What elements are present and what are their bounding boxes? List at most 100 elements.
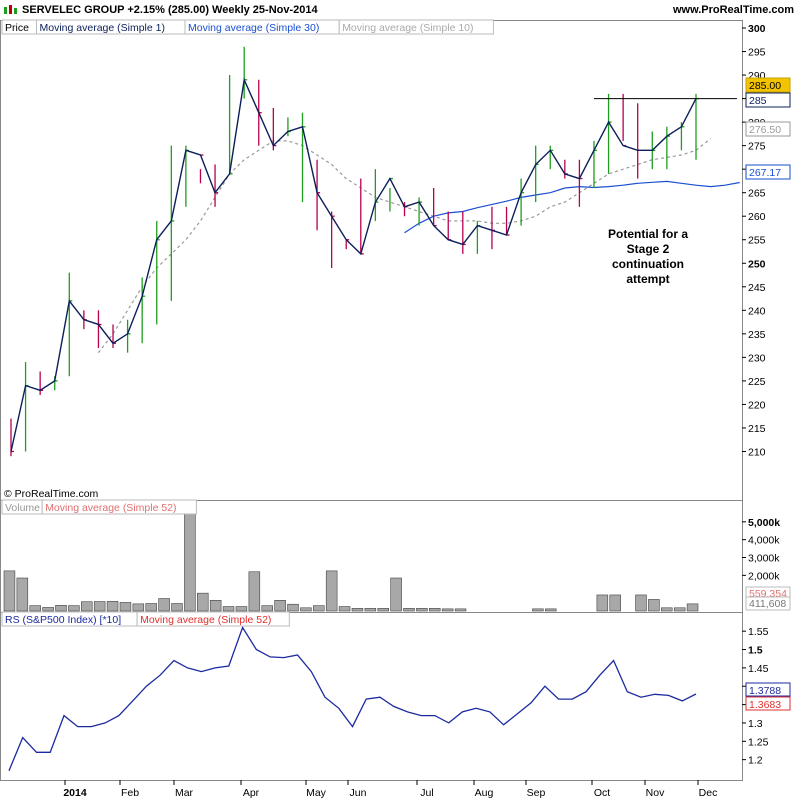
price-tick-label: 245 [748, 282, 766, 294]
ma1-close-line [10, 77, 697, 452]
x-tick-label: Dec [699, 787, 718, 799]
rs-line [8, 626, 697, 771]
price-tick-label: 215 [748, 423, 766, 435]
price-tag: 276.50 [749, 124, 781, 136]
volume-bar [648, 599, 660, 612]
price-tick-label: 210 [748, 446, 766, 458]
price-tick-label: 240 [748, 305, 766, 317]
volume-bar [106, 601, 119, 612]
volume-bar [3, 570, 16, 612]
volume-bar [158, 598, 170, 612]
rs-tag-box [745, 696, 791, 711]
volume-bar [673, 607, 686, 612]
volume-tick-label: 3,000k [748, 553, 780, 565]
volume-bar [235, 606, 248, 612]
price-tag-box [745, 164, 791, 180]
volume-tick-label: 4,000k [748, 535, 780, 547]
x-tick-label: Nov [646, 787, 665, 799]
x-tick-label: Jun [350, 787, 367, 799]
volume-bar [596, 594, 609, 612]
price-tick-label: 235 [748, 329, 766, 341]
volume-tick-label: 2,000k [748, 570, 780, 582]
volume-bar [325, 570, 338, 612]
price-legend-item: Moving average (Simple 10) [342, 22, 473, 34]
price-tick-label: 250 [748, 258, 766, 270]
rs-tick-label: 1.3 [748, 718, 763, 730]
price-legend-item: Moving average (Simple 1) [40, 22, 165, 34]
volume-bar [16, 577, 29, 612]
volume-bar [81, 601, 93, 612]
candlestick-logo-icon [4, 5, 17, 14]
price-legend-item: Moving average (Simple 30) [188, 22, 319, 34]
volume-bar [338, 606, 351, 612]
annotation-line: Stage 2 [627, 242, 670, 256]
price-tag: 285.00 [749, 80, 781, 92]
volume-bar [29, 605, 41, 612]
volume-bar [93, 601, 106, 612]
volume-panel-frame [0, 500, 743, 613]
volume-bar [261, 605, 273, 612]
price-legend-box [338, 19, 494, 35]
x-tick-label: May [306, 787, 327, 799]
price-tick-label: 265 [748, 188, 766, 200]
annotation-line: attempt [626, 272, 669, 286]
volume-bar [222, 606, 235, 612]
rs-tick-label: 1.2 [748, 755, 763, 767]
rs-legend-item: RS (S&P500 Index) [*10] [5, 614, 121, 626]
rs-panel-frame [0, 612, 743, 781]
volume-bar [429, 608, 441, 612]
x-axis: 2014 Feb Mar Apr May Jun Jul Aug Sep Oct Nov Dec [63, 780, 717, 799]
volume-bar [545, 608, 557, 612]
copyright-text: © ProRealTime.com [4, 488, 99, 500]
volume-panel: 5,000k 4,000k 3,000k 2,000k Volume Moving ave… [1, 499, 791, 612]
price-panel: 2102152202252302352402452502552602652702… [1, 19, 791, 500]
volume-bar [119, 602, 132, 612]
rs-tick-label: 1.5 [748, 645, 763, 657]
site-url[interactable]: www.ProRealTime.com [672, 4, 794, 16]
price-tick-label: 300 [748, 23, 766, 35]
volume-bar [145, 603, 157, 612]
volume-bar [42, 607, 54, 612]
price-tag: 267.17 [749, 167, 781, 179]
x-tick-label: Feb [121, 787, 139, 799]
volume-bar [661, 607, 673, 612]
rs-legend-item: Moving average (Simple 52) [140, 614, 271, 626]
volume-bar [248, 571, 261, 612]
price-tick-label: 225 [748, 376, 766, 388]
price-tick-label: 255 [748, 235, 766, 247]
x-tick-label: Jul [420, 787, 433, 799]
volume-bar [416, 608, 428, 612]
volume-legend-box [41, 499, 197, 515]
volume-tick-label: 5,000k [748, 517, 780, 529]
ma30-line [404, 180, 740, 234]
volume-bar [390, 577, 402, 612]
x-tick-label: Mar [175, 787, 194, 799]
volume-bar [403, 608, 415, 612]
volume-bar [68, 605, 80, 612]
x-tick-label: Apr [243, 787, 260, 799]
price-tick-label: 230 [748, 352, 766, 364]
volume-legend-item: Volume [5, 502, 40, 514]
volume-bar [351, 608, 364, 612]
volume-bar [171, 603, 183, 612]
rs-tag: 1.3788 [749, 685, 781, 697]
volume-bar [313, 605, 325, 612]
price-tick-label: 220 [748, 399, 766, 411]
x-tick-label: Aug [475, 787, 494, 799]
price-tag-box [745, 92, 791, 108]
volume-bar [274, 599, 286, 612]
price-tick-label: 295 [748, 47, 766, 59]
rs-tick-label: 1.25 [748, 736, 769, 748]
volume-bar [609, 594, 621, 612]
volume-bar [132, 603, 145, 612]
volume-bar [184, 506, 196, 612]
x-tick-label: 2014 [63, 787, 87, 799]
rs-legend-box [136, 611, 290, 627]
panel-frames [0, 20, 743, 781]
price-legend-item: Price [5, 22, 29, 34]
volume-bar [55, 604, 67, 612]
price-tick-label: 275 [748, 141, 766, 153]
rs-tick-label: 1.45 [748, 663, 769, 675]
rs-tag-box [745, 682, 791, 697]
